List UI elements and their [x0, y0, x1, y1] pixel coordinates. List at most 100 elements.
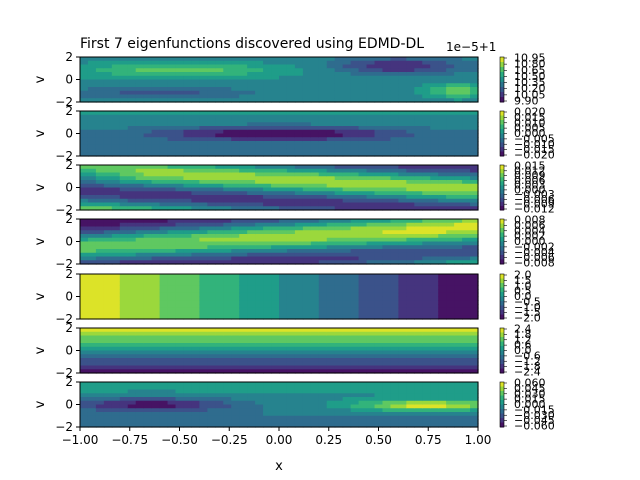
heatmap-cell: [382, 277, 392, 283]
heatmap-cell: [231, 311, 240, 316]
heatmap-cell: [199, 419, 208, 424]
heatmap-cell: [151, 126, 161, 131]
heatmap-cell: [199, 226, 208, 231]
heatmap-cell: [414, 129, 423, 135]
heatmap-cell: [103, 241, 113, 246]
heatmap-cell: [239, 206, 248, 211]
heatmap-cell: [390, 72, 399, 77]
heatmap-cell: [326, 202, 336, 207]
heatmap-cell: [215, 94, 224, 99]
heatmap-cell: [159, 172, 169, 177]
heatmap-cell: [103, 187, 113, 192]
heatmap-cell: [366, 408, 376, 413]
heatmap-cell: [271, 191, 280, 196]
heatmap-cell: [247, 304, 256, 309]
heatmap-cell: [294, 172, 304, 177]
heatmap-cell: [382, 83, 392, 88]
colorbar-tick-label: 1.2: [514, 333, 532, 346]
heatmap-cell: [207, 176, 216, 181]
heatmap-cell: [143, 206, 153, 211]
heatmap-cell: [279, 198, 288, 204]
heatmap-cell: [382, 335, 392, 340]
heatmap-cell: [199, 191, 208, 196]
heatmap-cell: [87, 408, 97, 413]
heatmap-cell: [286, 393, 296, 398]
heatmap-cell: [231, 226, 240, 231]
heatmap-cell: [183, 369, 193, 374]
heatmap-cell: [207, 111, 216, 116]
heatmap-cell: [326, 419, 336, 424]
heatmap-cell: [175, 172, 185, 177]
heatmap-cell: [310, 98, 320, 103]
heatmap-cell: [135, 234, 145, 239]
heatmap-cell: [175, 339, 185, 344]
heatmap-cell: [183, 141, 193, 146]
heatmap-cell: [390, 382, 399, 387]
heatmap-cell: [271, 126, 280, 131]
heatmap-cell: [438, 296, 447, 301]
heatmap-cell: [470, 274, 479, 279]
heatmap-cell: [151, 202, 161, 207]
heatmap-cell: [382, 256, 392, 261]
heatmap-cell: [119, 274, 129, 279]
heatmap-cell: [374, 285, 384, 290]
colorbar-tick-label: 0.5: [514, 285, 532, 298]
heatmap-cell: [318, 292, 328, 298]
heatmap-cell: [286, 289, 296, 294]
heatmap-cell: [167, 87, 177, 92]
heatmap-cell: [87, 277, 97, 283]
heatmap-cell: [151, 369, 161, 374]
heatmap-cell: [271, 419, 280, 424]
heatmap-cell: [215, 304, 224, 309]
heatmap-cell: [438, 389, 447, 394]
heatmap-cell: [366, 335, 376, 340]
heatmap-cell: [207, 335, 216, 340]
heatmap-cell: [390, 400, 399, 406]
heatmap-cell: [87, 423, 97, 428]
heatmap-cell: [414, 68, 423, 73]
heatmap-cell: [342, 222, 352, 228]
heatmap-cell: [326, 191, 336, 196]
heatmap-cell: [271, 148, 280, 153]
heatmap-cell: [310, 198, 320, 204]
heatmap-cell: [127, 289, 137, 294]
colorbar-4: 0.0080.0060.0040.0020.000−0.002−0.004−0.…: [499, 214, 555, 270]
heatmap-cell: [87, 234, 97, 239]
heatmap-cell: [390, 260, 399, 265]
heatmap-cell: [159, 87, 169, 92]
heatmap-cell: [310, 122, 320, 127]
heatmap-cell: [223, 172, 232, 177]
heatmap-cell: [462, 180, 471, 185]
heatmap-cell: [175, 241, 185, 246]
heatmap-cell: [111, 168, 121, 174]
heatmap-cell: [127, 90, 137, 96]
heatmap-cell: [263, 168, 272, 174]
heatmap-cell: [366, 289, 376, 294]
heatmap-cell: [326, 198, 336, 204]
heatmap-cell: [310, 304, 320, 309]
heatmap-cell: [430, 111, 439, 116]
heatmap-cell: [95, 206, 105, 211]
heatmap-cell: [366, 87, 376, 92]
heatmap-cell: [167, 365, 177, 370]
heatmap-cell: [151, 165, 161, 170]
heatmap-cell: [127, 350, 137, 355]
heatmap-cell: [255, 206, 264, 211]
heatmap-cell: [414, 304, 423, 309]
heatmap-cell: [239, 382, 248, 387]
heatmap-cell: [159, 148, 169, 153]
heatmap-cell: [207, 98, 216, 103]
y-axis-label: v: [33, 129, 48, 137]
heatmap-cell: [318, 168, 328, 174]
heatmap-cell: [430, 206, 439, 211]
heatmap-cell: [95, 98, 105, 103]
colorbar-tick-label: −0.010: [514, 138, 555, 151]
heatmap-cell: [358, 277, 368, 283]
heatmap-cell: [390, 339, 399, 344]
colorbar-segment: [500, 111, 504, 116]
heatmap-cell: [175, 118, 185, 123]
heatmap-cell: [159, 144, 169, 150]
heatmap-cell: [446, 339, 455, 344]
heatmap-cell: [111, 230, 121, 235]
heatmap-cell: [135, 358, 145, 363]
